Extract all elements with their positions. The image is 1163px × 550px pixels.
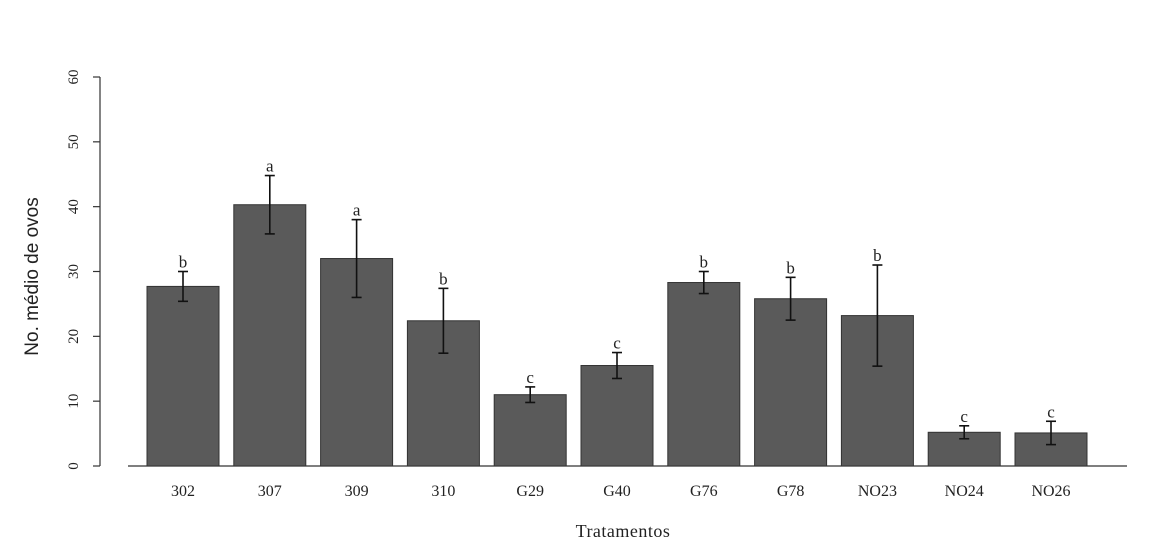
x-tick-label: NO26 [1031,483,1070,500]
x-tick-label: NO24 [945,483,984,500]
error-bar-NO23 [872,264,883,367]
bar-G40 [580,365,654,467]
significance-label: b [786,258,795,277]
error-bar-307 [264,174,275,235]
error-bar-G76 [698,270,709,295]
significance-label: c [613,334,621,353]
significance-label: b [873,246,882,265]
x-tick-label: 310 [431,483,455,500]
error-bar-G29 [525,386,536,404]
y-tick-label: 10 [66,394,82,409]
x-tick-label: 302 [171,483,195,500]
y-tick-label: 30 [66,264,82,279]
significance-label: c [960,407,968,426]
x-tick-label: NO23 [858,483,897,500]
bar-NO24 [927,431,1001,467]
error-bar-G78 [785,276,796,321]
significance-label: c [1047,402,1055,421]
significance-label: b [179,253,188,272]
error-bar-NO24 [959,425,970,440]
bar-302 [146,285,220,467]
x-tick-label: G29 [516,483,544,500]
x-tick-label: G76 [690,483,718,500]
significance-label: b [439,269,448,288]
significance-label: a [266,157,274,176]
significance-label: a [353,201,361,220]
significance-label: c [526,368,534,387]
x-tick-label: G78 [777,483,805,500]
y-axis: 0 10 20 30 40 50 60 [66,70,101,470]
x-tick-label: 307 [258,483,282,500]
bar-G76 [667,282,741,467]
bar-G29 [493,394,567,467]
y-axis-title: No. médio de ovos [22,197,43,355]
error-bar-G40 [612,351,622,380]
x-tick-label: G40 [603,483,631,500]
error-bar-NO26 [1046,420,1056,446]
bar-307 [233,204,307,467]
y-tick-label: 20 [66,329,82,344]
error-bar-302 [178,270,188,303]
error-bar-309 [351,218,362,299]
bar-G78 [754,298,828,467]
x-tick-label: 309 [345,483,369,500]
bars: b a a b c c b b b c c [146,157,1088,467]
y-tick-label: 50 [66,134,82,149]
y-tick-label: 60 [66,70,82,85]
y-tick-label: 40 [66,199,82,214]
y-tick-label: 0 [66,462,82,470]
x-axis: 302 307 309 310 G29 G40 G76 G78 NO23 NO24 NO26 [128,465,1127,500]
error-bar-310 [438,287,449,354]
x-axis-title: Tratamentos [576,521,671,541]
significance-label: b [700,253,709,272]
